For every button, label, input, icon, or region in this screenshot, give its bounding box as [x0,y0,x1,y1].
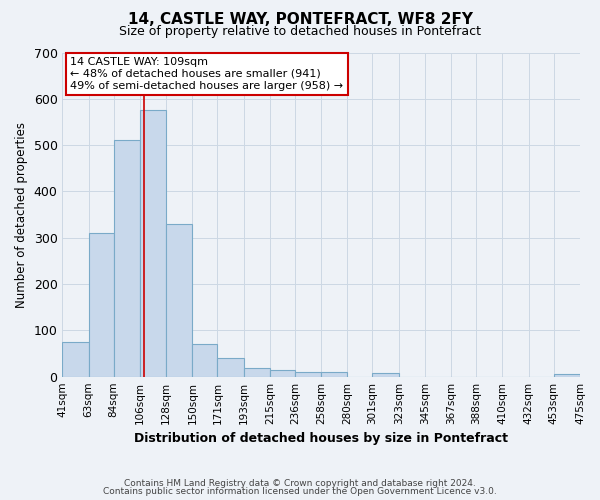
Bar [373,373,399,376]
Bar [270,370,295,376]
Bar [140,110,166,376]
Bar [62,342,89,376]
X-axis label: Distribution of detached houses by size in Pontefract: Distribution of detached houses by size … [134,432,508,445]
Text: Size of property relative to detached houses in Pontefract: Size of property relative to detached ho… [119,25,481,38]
Y-axis label: Number of detached properties: Number of detached properties [15,122,28,308]
Bar [166,224,193,376]
Bar [554,374,580,376]
Text: Contains public sector information licensed under the Open Government Licence v3: Contains public sector information licen… [103,487,497,496]
Text: Contains HM Land Registry data © Crown copyright and database right 2024.: Contains HM Land Registry data © Crown c… [124,478,476,488]
Bar [89,233,113,376]
Bar [113,140,140,376]
Bar [217,358,244,376]
Text: 14, CASTLE WAY, PONTEFRACT, WF8 2FY: 14, CASTLE WAY, PONTEFRACT, WF8 2FY [128,12,473,28]
Bar [321,372,347,376]
Bar [244,368,270,376]
Bar [295,372,321,376]
Bar [193,344,217,376]
Text: 14 CASTLE WAY: 109sqm
← 48% of detached houses are smaller (941)
49% of semi-det: 14 CASTLE WAY: 109sqm ← 48% of detached … [70,58,343,90]
